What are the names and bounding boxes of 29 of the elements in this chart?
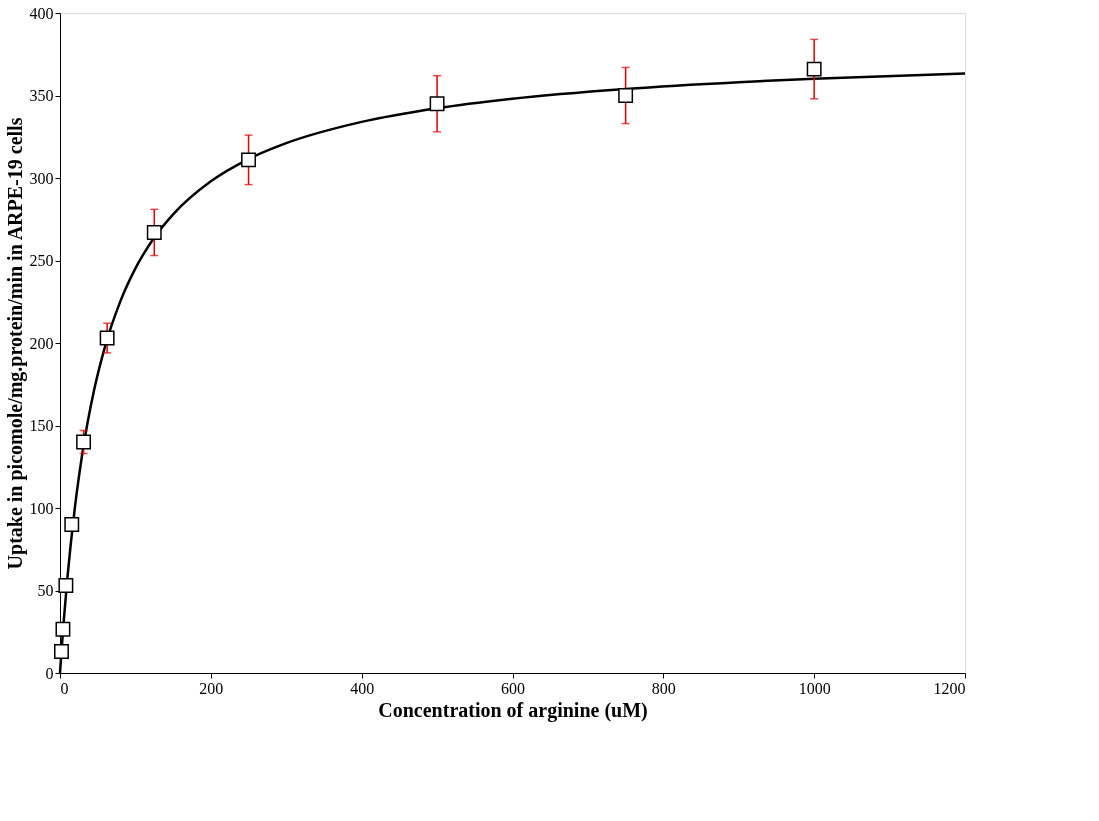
x-axis-title: Concentration of arginine (uM) [378,698,648,722]
x-tick-label: 200 [199,679,224,697]
y-tick-label: 350 [29,87,54,104]
point [55,621,71,637]
point [99,330,115,346]
x-tick-label: 1000 [798,679,831,697]
point [429,96,445,112]
y-tick-label: 0 [45,664,54,682]
point [76,434,92,450]
point [54,644,69,660]
x-tick-label: 1200 [933,679,966,697]
point [58,578,74,594]
point [146,224,162,240]
x-tick-label: 600 [501,679,525,697]
y-tick-label: 400 [29,4,54,22]
y-tick-label: 50 [37,582,54,599]
point [64,517,80,532]
y-axis-title: Uptake in picomole/mg.protein/min in ARPE-19 cells [3,117,27,570]
point [241,152,256,168]
x-tick-label: 800 [651,679,676,697]
x-tick-label: 0 [60,679,69,697]
y-tick-label: 100 [29,499,54,517]
y-tick-label: 250 [29,252,54,269]
point [618,88,634,103]
y-tick-label: 200 [29,334,54,352]
y-tick-label: 150 [29,417,54,434]
y-tick-label: 300 [29,169,54,187]
point [806,61,822,77]
x-tick-label: 400 [350,679,375,697]
